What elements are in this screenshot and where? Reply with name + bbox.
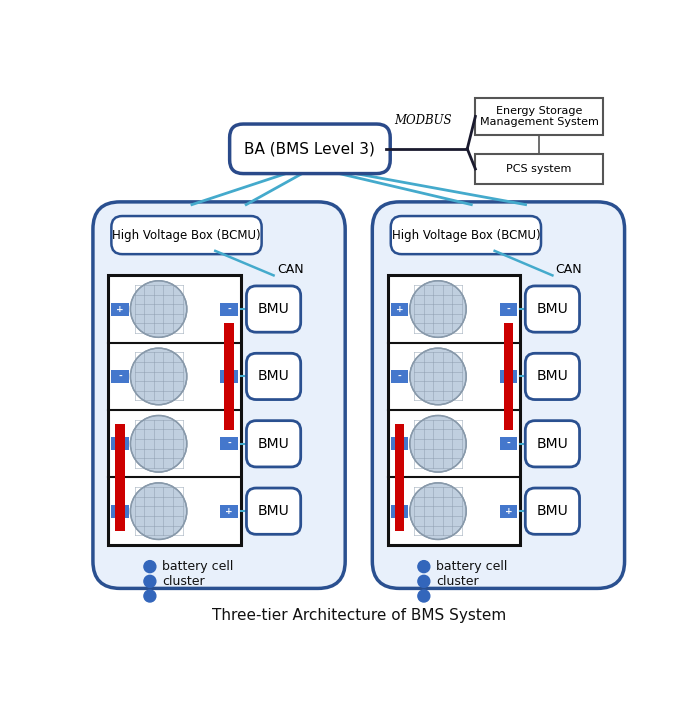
Circle shape — [144, 561, 156, 573]
Text: BMU: BMU — [258, 370, 290, 383]
Bar — [111, 303, 129, 315]
Bar — [391, 303, 408, 315]
FancyBboxPatch shape — [246, 354, 301, 399]
Circle shape — [410, 281, 466, 337]
Text: Three-tier Architecture of BMS System: Three-tier Architecture of BMS System — [211, 608, 506, 623]
FancyBboxPatch shape — [372, 202, 624, 588]
Text: BMU: BMU — [536, 437, 568, 451]
FancyBboxPatch shape — [246, 286, 301, 332]
Text: -: - — [118, 372, 122, 381]
Bar — [395, 423, 405, 532]
Text: battery cell: battery cell — [162, 560, 233, 573]
Circle shape — [130, 416, 187, 472]
Circle shape — [410, 348, 466, 404]
Text: BMU: BMU — [536, 504, 568, 518]
Circle shape — [130, 348, 187, 404]
Bar — [391, 505, 408, 518]
Bar — [388, 275, 520, 545]
Bar — [500, 505, 517, 518]
FancyBboxPatch shape — [525, 354, 580, 399]
Circle shape — [144, 575, 156, 588]
Text: +: + — [225, 507, 233, 515]
Text: -: - — [118, 507, 122, 515]
Text: MODBUS: MODBUS — [394, 114, 452, 127]
FancyBboxPatch shape — [93, 202, 345, 588]
FancyBboxPatch shape — [230, 124, 390, 174]
Bar — [500, 303, 517, 315]
Text: -: - — [228, 439, 231, 448]
Text: battery cell: battery cell — [436, 560, 508, 573]
Bar — [224, 322, 234, 431]
Text: -: - — [507, 305, 510, 314]
Text: BA (BMS Level 3): BA (BMS Level 3) — [244, 141, 375, 156]
Bar — [111, 370, 129, 383]
Text: PCS system: PCS system — [506, 164, 572, 174]
Text: High Voltage Box (BCMU): High Voltage Box (BCMU) — [391, 228, 540, 242]
Text: cluster: cluster — [162, 575, 204, 588]
Bar — [116, 423, 125, 532]
FancyBboxPatch shape — [525, 286, 580, 332]
Circle shape — [418, 575, 430, 588]
FancyBboxPatch shape — [525, 421, 580, 467]
Text: +: + — [505, 372, 512, 381]
Text: Energy Storage
Management System: Energy Storage Management System — [480, 105, 598, 127]
Bar — [500, 370, 517, 383]
FancyBboxPatch shape — [525, 488, 580, 534]
Bar — [503, 322, 513, 431]
Text: +: + — [395, 305, 403, 314]
Text: -: - — [228, 305, 231, 314]
Text: +: + — [225, 372, 233, 381]
Circle shape — [418, 590, 430, 602]
Text: CAN: CAN — [555, 264, 582, 276]
Text: BMU: BMU — [536, 302, 568, 316]
Bar — [111, 437, 129, 450]
Bar — [220, 303, 238, 315]
Text: CAN: CAN — [277, 264, 304, 276]
Bar — [475, 154, 603, 184]
Text: +: + — [116, 305, 124, 314]
Bar — [220, 370, 238, 383]
Bar — [108, 275, 241, 545]
Text: High Voltage Box (BCMU): High Voltage Box (BCMU) — [112, 228, 261, 242]
FancyBboxPatch shape — [246, 488, 301, 534]
Bar — [475, 98, 603, 135]
Circle shape — [418, 561, 430, 573]
Circle shape — [410, 483, 466, 539]
Text: -: - — [398, 372, 401, 381]
Text: -: - — [398, 507, 401, 515]
Circle shape — [130, 281, 187, 337]
Text: BMU: BMU — [536, 370, 568, 383]
Text: BMU: BMU — [258, 437, 290, 451]
Bar — [500, 437, 517, 450]
Text: BMU: BMU — [258, 504, 290, 518]
Text: cluster: cluster — [436, 575, 478, 588]
Text: +: + — [505, 507, 512, 515]
Text: -: - — [507, 439, 510, 448]
Circle shape — [144, 590, 156, 602]
Text: +: + — [116, 439, 124, 448]
FancyBboxPatch shape — [246, 421, 301, 467]
FancyBboxPatch shape — [391, 216, 541, 254]
FancyBboxPatch shape — [111, 216, 262, 254]
Bar — [391, 437, 408, 450]
Bar — [220, 505, 238, 518]
Text: +: + — [395, 439, 403, 448]
Text: BMU: BMU — [258, 302, 290, 316]
Bar — [220, 437, 238, 450]
Circle shape — [410, 416, 466, 472]
Bar — [391, 370, 408, 383]
Bar — [111, 505, 129, 518]
Circle shape — [130, 483, 187, 539]
